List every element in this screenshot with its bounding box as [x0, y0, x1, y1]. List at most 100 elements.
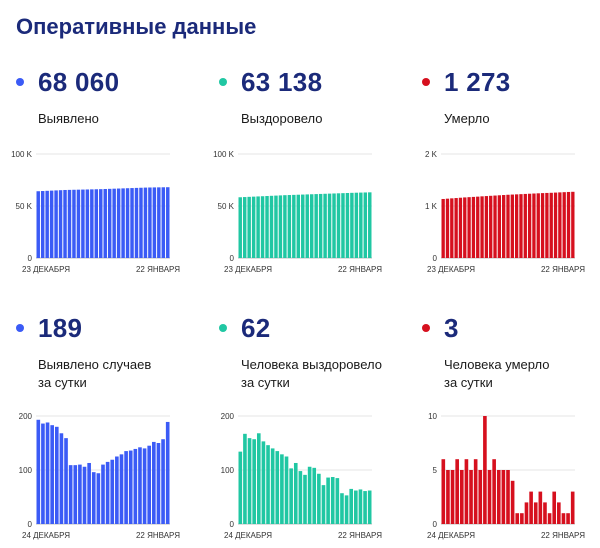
y-tick-label: 5	[433, 466, 438, 475]
bar	[536, 193, 540, 258]
x-tick-label-end: 22 ЯНВАРЯ	[541, 265, 585, 274]
bar	[45, 422, 50, 524]
bar	[256, 433, 261, 524]
bar	[278, 195, 283, 258]
stat-label: Умерло	[444, 111, 490, 126]
panel-recovered-daily: 62 Человека выздоровело за сутки	[219, 310, 409, 392]
bar	[341, 193, 345, 258]
bar	[553, 192, 558, 258]
y-tick-label: 200	[19, 412, 33, 421]
chart-deaths: 0 1 K 2 K 23 ДЕКАБРЯ 22 ЯНВАРЯ	[425, 150, 585, 274]
bar	[293, 462, 298, 524]
bar	[110, 459, 115, 524]
bar	[305, 194, 309, 258]
bar	[497, 195, 502, 258]
bar	[455, 459, 459, 524]
bar	[524, 502, 529, 524]
bar	[148, 187, 152, 258]
y-tick-label: 100	[221, 466, 235, 475]
y-tick-label: 0	[28, 254, 33, 263]
bar	[340, 493, 344, 524]
y-tick-label: 0	[230, 520, 235, 529]
y-tick-label: 50 K	[218, 202, 235, 211]
bar	[317, 473, 321, 524]
bar	[367, 490, 372, 524]
x-tick-label-start: 24 ДЕКАБРЯ	[224, 531, 272, 540]
bar	[161, 439, 165, 524]
y-tick-label: 100	[19, 466, 33, 475]
bar	[496, 470, 501, 524]
bullet-dot-icon	[16, 324, 24, 332]
bar	[265, 196, 269, 258]
bar	[101, 464, 105, 524]
bar	[289, 468, 293, 524]
bar	[247, 196, 251, 258]
bar	[45, 190, 49, 258]
bar	[298, 471, 303, 524]
bar	[36, 191, 40, 258]
bar	[330, 477, 335, 524]
bar	[336, 193, 341, 258]
bar	[463, 197, 467, 258]
bar	[358, 489, 363, 524]
bar	[243, 433, 247, 524]
chart-detected: 0 50 K 100 K 23 ДЕКАБРЯ 22 ЯНВАРЯ	[11, 150, 180, 274]
x-tick-label-start: 23 ДЕКАБРЯ	[22, 265, 70, 274]
bar	[63, 189, 67, 258]
bar	[256, 196, 260, 258]
bar	[72, 189, 76, 258]
y-tick-label: 0	[433, 254, 438, 263]
stat-value: 1 273	[444, 66, 511, 97]
bullet-dot-icon	[219, 324, 227, 332]
bar	[454, 198, 458, 258]
bar	[133, 448, 138, 524]
bar	[252, 439, 256, 524]
bar	[269, 195, 274, 258]
bar	[73, 465, 78, 524]
bar	[558, 192, 562, 258]
panel-deaths: 1 273 Умерло	[422, 64, 600, 128]
bar	[510, 480, 515, 524]
bar	[58, 190, 63, 258]
bar	[545, 192, 549, 258]
bar	[445, 198, 450, 258]
bar	[107, 188, 112, 258]
bar	[78, 464, 82, 524]
panel-detected: 68 060 Выявлено	[16, 64, 206, 128]
bar	[260, 196, 265, 258]
bar	[523, 193, 527, 258]
bar	[238, 197, 242, 258]
bar	[566, 513, 570, 524]
stat-recovered-daily: 62	[219, 310, 409, 346]
bar	[533, 502, 538, 524]
bar	[125, 188, 130, 258]
bar	[327, 193, 332, 258]
bar	[459, 470, 464, 524]
bar	[96, 473, 101, 524]
bar	[363, 192, 368, 258]
bar	[359, 192, 363, 258]
stat-label-secondary: за сутки	[38, 375, 87, 390]
bar	[515, 513, 520, 524]
bar	[321, 485, 326, 524]
bar	[344, 495, 349, 524]
x-tick-label-start: 23 ДЕКАБРЯ	[224, 265, 272, 274]
bar	[464, 459, 469, 524]
bar	[124, 451, 128, 524]
bar	[510, 194, 514, 258]
chart-recovered: 0 50 K 100 K 23 ДЕКАБРЯ 22 ЯНВАРЯ	[213, 150, 382, 274]
bar	[543, 502, 547, 524]
bar	[166, 187, 170, 258]
bar	[450, 470, 455, 524]
bar	[134, 187, 139, 258]
chart-detected-daily: 0 100 200 24 ДЕКАБРЯ 22 ЯНВАРЯ	[19, 412, 181, 540]
bar	[99, 189, 103, 258]
bar	[484, 196, 489, 258]
bar	[36, 419, 41, 524]
y-tick-label: 2 K	[425, 150, 438, 159]
bar	[105, 461, 110, 524]
bar	[161, 187, 166, 258]
y-tick-label: 100 K	[213, 150, 235, 159]
bar	[81, 189, 85, 258]
chart-recovered-daily: 0 100 200 24 ДЕКАБРЯ 22 ЯНВАРЯ	[221, 412, 383, 540]
